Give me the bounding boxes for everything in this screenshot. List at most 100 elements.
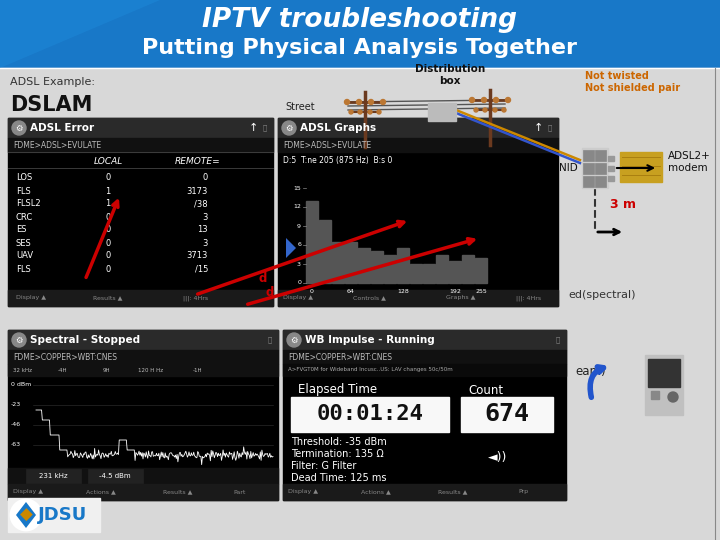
Text: Display ▲: Display ▲	[16, 295, 46, 300]
Text: ADSL Example:: ADSL Example:	[10, 77, 95, 87]
Text: 3: 3	[202, 213, 208, 221]
Text: NID: NID	[559, 163, 578, 173]
Text: Street: Street	[285, 102, 315, 112]
Polygon shape	[0, 0, 160, 68]
Bar	[291, 397, 449, 432]
Text: Elapsed Time: Elapsed Time	[298, 383, 377, 396]
Text: Distribution
box: Distribution box	[415, 64, 485, 86]
Bar	[436, 254, 448, 283]
Bar	[283, 330, 566, 500]
Text: |||: 4Hrs: |||: 4Hrs	[183, 295, 208, 301]
Text: 1: 1	[105, 186, 111, 195]
Text: Count: Count	[468, 383, 503, 396]
Text: 231 kHz: 231 kHz	[39, 473, 67, 479]
Bar	[283, 330, 566, 350]
Text: JDSU: JDSU	[38, 506, 88, 524]
Text: WB Impulse - Running: WB Impulse - Running	[305, 335, 435, 345]
Bar	[0, 0, 720, 68]
Text: 3713: 3713	[186, 252, 208, 260]
Circle shape	[349, 110, 353, 114]
Text: ⬛: ⬛	[263, 125, 267, 131]
Text: 3 m: 3 m	[610, 199, 636, 212]
Text: 0: 0	[203, 173, 208, 183]
Text: -46: -46	[11, 422, 21, 428]
Text: ⬛: ⬛	[556, 337, 560, 343]
Text: ◆: ◆	[19, 506, 32, 524]
Text: 3173: 3173	[186, 186, 208, 195]
Text: ADSL Graphs: ADSL Graphs	[300, 123, 376, 133]
Bar	[278, 118, 558, 138]
Circle shape	[369, 99, 374, 105]
Text: Controls ▲: Controls ▲	[353, 295, 386, 300]
Bar	[423, 264, 435, 283]
Circle shape	[282, 121, 296, 135]
Bar	[278, 138, 558, 152]
Text: ⚙: ⚙	[15, 335, 23, 345]
Bar	[8, 498, 100, 532]
Bar	[608, 166, 614, 171]
Text: /15: /15	[194, 265, 208, 273]
Text: ⚙: ⚙	[285, 124, 293, 132]
Text: 1: 1	[105, 199, 111, 208]
Text: LOS: LOS	[16, 173, 32, 183]
Bar	[8, 118, 273, 306]
Circle shape	[505, 98, 510, 103]
Circle shape	[11, 500, 41, 530]
Text: d: d	[266, 286, 274, 299]
Text: eam): eam)	[575, 366, 606, 379]
Text: 32 kHz: 32 kHz	[13, 368, 32, 373]
Text: Threshold: -35 dBm: Threshold: -35 dBm	[291, 437, 387, 447]
Circle shape	[474, 108, 478, 112]
Text: Actions ▲: Actions ▲	[361, 489, 391, 495]
Bar	[8, 350, 278, 364]
Text: Spectral - Stopped: Spectral - Stopped	[30, 335, 140, 345]
Text: 255: 255	[475, 289, 487, 294]
Text: Display ▲: Display ▲	[13, 489, 43, 495]
Text: FDME>ADSL>EVULATE: FDME>ADSL>EVULATE	[283, 140, 371, 150]
Text: ⚙: ⚙	[290, 335, 298, 345]
Bar	[648, 359, 680, 387]
Bar	[26, 469, 81, 483]
Text: IPTV troubleshooting: IPTV troubleshooting	[202, 7, 518, 33]
Circle shape	[380, 99, 385, 105]
Circle shape	[287, 333, 301, 347]
Text: Dead Time: 125 ms: Dead Time: 125 ms	[291, 473, 387, 483]
Text: FLS: FLS	[16, 265, 31, 273]
Text: 128: 128	[397, 289, 409, 294]
Bar	[8, 138, 273, 152]
Text: Results ▲: Results ▲	[93, 295, 122, 300]
Bar	[595, 176, 606, 187]
Text: 0: 0	[105, 252, 111, 260]
Bar	[428, 103, 456, 121]
Text: Part: Part	[233, 489, 246, 495]
Text: Not twisted
Not shielded pair: Not twisted Not shielded pair	[585, 71, 680, 93]
Bar	[278, 118, 558, 306]
Bar	[583, 163, 594, 174]
Text: ⬛: ⬛	[268, 337, 272, 343]
Text: 0: 0	[105, 213, 111, 221]
Bar	[645, 355, 683, 415]
Bar	[651, 391, 659, 399]
Text: FDME>ADSL>EVULATE: FDME>ADSL>EVULATE	[13, 140, 101, 150]
Text: 9H: 9H	[103, 368, 111, 373]
Bar	[283, 364, 566, 376]
Bar	[428, 103, 456, 121]
Text: Putting Physical Analysis Together: Putting Physical Analysis Together	[143, 38, 577, 58]
Text: |||: 4Hrs: |||: 4Hrs	[516, 295, 541, 301]
Text: Prp: Prp	[518, 489, 528, 495]
Text: -4.5 dBm: -4.5 dBm	[99, 473, 131, 479]
Text: Actions ▲: Actions ▲	[86, 489, 116, 495]
Text: FLSL2: FLSL2	[16, 199, 40, 208]
Circle shape	[493, 98, 498, 103]
Bar	[475, 258, 487, 283]
Bar	[8, 468, 278, 484]
Text: CRC: CRC	[16, 213, 33, 221]
Bar	[278, 290, 558, 306]
Bar	[306, 201, 318, 283]
Text: 0: 0	[105, 265, 111, 273]
Bar	[345, 242, 357, 283]
Text: DSLAM: DSLAM	[10, 95, 92, 115]
Circle shape	[483, 108, 487, 112]
Bar	[8, 484, 278, 500]
Text: FDME>COPPER>WBT:CNES: FDME>COPPER>WBT:CNES	[288, 353, 392, 361]
